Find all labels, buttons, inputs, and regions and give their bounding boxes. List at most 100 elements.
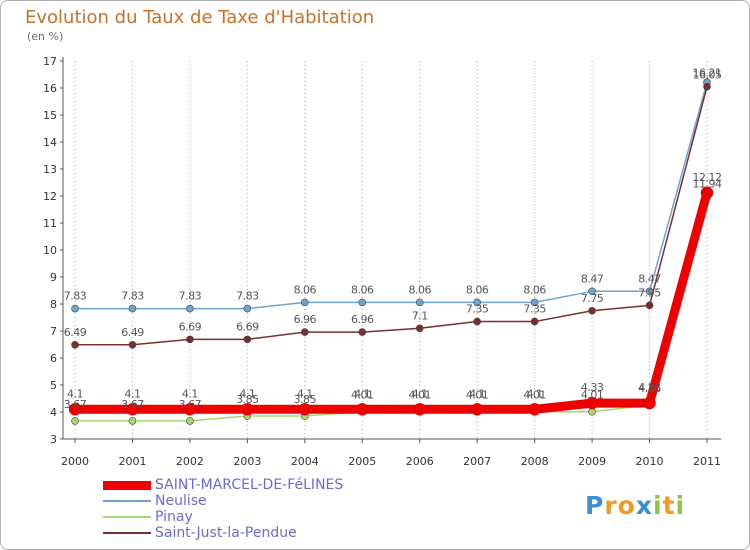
- data-point: [186, 304, 194, 313]
- y-tick-label: 11: [43, 217, 57, 230]
- data-point: [703, 82, 711, 91]
- logo-letter: o: [617, 491, 636, 520]
- data-label: 7.1: [412, 309, 428, 322]
- data-label: 8.47: [581, 272, 604, 285]
- proxiti-logo: Proxiti: [585, 491, 685, 520]
- data-point: [298, 403, 312, 416]
- data-point: [71, 304, 79, 313]
- x-tick-label: 2007: [463, 455, 491, 468]
- legend-label: Neulise: [155, 493, 207, 509]
- data-point: [128, 304, 137, 313]
- data-label: 6.69: [236, 320, 259, 333]
- x-tick-label: 2001: [118, 455, 146, 468]
- data-point: [473, 317, 481, 326]
- legend-swatch: [103, 481, 151, 490]
- data-label: 3.67: [64, 398, 87, 411]
- y-tick-label: 6: [50, 352, 57, 365]
- legend-item: Pinay: [103, 509, 433, 533]
- data-label: 4.01: [523, 389, 546, 402]
- legend-swatch: [103, 532, 151, 534]
- data-label: 12.12: [693, 171, 722, 184]
- data-point: [71, 417, 79, 425]
- legend-label: SAINT-MARCEL-DE-FéLINES: [155, 477, 344, 493]
- y-tick-label: 14: [43, 136, 57, 149]
- data-label: 4.01: [581, 389, 604, 402]
- data-label: 7.83: [236, 290, 259, 303]
- legend-swatch: [103, 516, 151, 518]
- series-line-0: [75, 191, 712, 414]
- data-label: 3.85: [236, 393, 259, 406]
- data-point: [128, 417, 137, 425]
- data-label: 4.01: [466, 389, 489, 402]
- data-point: [700, 186, 714, 200]
- data-point: [71, 340, 79, 349]
- y-tick-label: 10: [43, 244, 57, 257]
- data-label: 6.69: [179, 320, 202, 333]
- data-label: 11.94: [693, 178, 722, 191]
- data-point: [528, 403, 541, 416]
- logo-letter: x: [635, 491, 653, 520]
- data-label: 4.1: [297, 387, 313, 400]
- data-point: [186, 335, 194, 344]
- data-label: 4.01: [351, 389, 374, 402]
- data-label: 7.83: [64, 290, 87, 303]
- data-point: [301, 328, 309, 336]
- data-label: 6.96: [351, 313, 374, 326]
- x-tick-label: 2008: [521, 455, 549, 468]
- data-point: [243, 335, 252, 344]
- data-point: [470, 403, 484, 416]
- data-label: 7.83: [179, 290, 202, 303]
- y-tick-label: 12: [43, 190, 57, 203]
- data-point: [186, 417, 194, 425]
- data-label: 8.06: [523, 283, 546, 296]
- x-tick-label: 2009: [578, 455, 606, 468]
- data-label: 4.01: [408, 389, 431, 402]
- data-point: [356, 403, 369, 416]
- data-label: 8.06: [351, 283, 374, 296]
- y-tick-label: 5: [50, 379, 57, 392]
- y-tick-label: 17: [43, 55, 57, 68]
- data-label: 3.85: [294, 393, 317, 406]
- data-point: [241, 403, 254, 416]
- data-point: [243, 304, 252, 313]
- data-point: [128, 340, 137, 349]
- y-tick-label: 15: [43, 109, 57, 122]
- y-tick-label: 16: [43, 82, 57, 95]
- data-label: 4.33: [581, 381, 604, 394]
- data-point: [415, 298, 424, 307]
- data-label: 3.67: [121, 398, 144, 411]
- x-tick-label: 2005: [348, 455, 376, 468]
- data-label: 7.35: [466, 303, 489, 316]
- data-point: [183, 403, 197, 416]
- data-point: [530, 317, 539, 326]
- data-label: 16.21: [693, 66, 722, 79]
- data-point: [530, 298, 539, 307]
- logo-letter: i: [653, 491, 663, 520]
- data-point: [415, 324, 424, 333]
- data-point: [126, 403, 139, 416]
- y-tick-label: 8: [50, 298, 57, 311]
- legend-item: Saint-Just-la-Pendue: [103, 525, 433, 549]
- data-label: 4.1: [67, 387, 83, 400]
- y-tick-label: 7: [50, 325, 57, 338]
- data-label: 4.1: [412, 387, 428, 400]
- x-tick-label: 2003: [233, 455, 261, 468]
- data-label: 8.06: [408, 283, 431, 296]
- y-tick-label: 3: [50, 433, 57, 446]
- chart-unit-label: (en %): [27, 30, 64, 43]
- x-tick-label: 2010: [636, 455, 664, 468]
- data-label: 4.26: [638, 382, 661, 395]
- data-label: 7.83: [121, 290, 144, 303]
- y-tick-label: 4: [50, 406, 57, 419]
- data-label: 6.49: [64, 326, 87, 339]
- data-label: 8.06: [294, 283, 317, 296]
- data-point: [585, 396, 599, 410]
- series-line-1: [75, 82, 708, 310]
- legend-label: Pinay: [155, 509, 193, 525]
- x-tick-label: 2002: [176, 455, 204, 468]
- series-line-3: [75, 86, 708, 346]
- data-label: 4.1: [354, 387, 370, 400]
- x-tick-label: 2004: [291, 455, 319, 468]
- data-point: [358, 298, 367, 307]
